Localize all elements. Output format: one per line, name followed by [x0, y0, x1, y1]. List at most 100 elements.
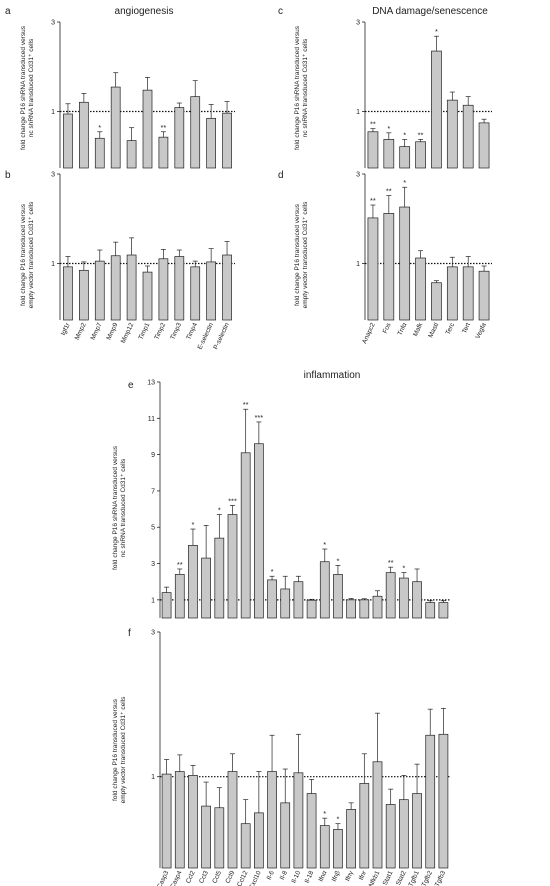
ylabel-c-line2: nc shRNA transduced Cd31⁺ cells [302, 38, 309, 137]
y-tick-label-e-4: 9 [151, 452, 155, 459]
significance-c-2: * [403, 130, 406, 139]
y-tick-label-d-0: 1 [356, 261, 360, 268]
y-tick-label-e-5: 11 [148, 416, 155, 423]
bar-a-6 [158, 136, 169, 169]
bar-b-0 [63, 266, 73, 321]
y-tick-label-e-2: 5 [151, 525, 155, 532]
ylabel-a-line1: fold change P16 shRNA transduced versus [20, 25, 27, 150]
bar-e-13 [333, 574, 343, 619]
significance-e-13: * [336, 556, 339, 565]
bar-a-9 [206, 117, 216, 169]
bar-f-6 [240, 823, 251, 869]
category-label-f-4: Ccl5 [211, 870, 223, 885]
bar-a-4 [126, 140, 137, 169]
category-label-f-18: Stat2 [395, 870, 408, 886]
significance-e-1: ** [177, 560, 183, 569]
category-label-d-5: Terc [445, 321, 457, 336]
significance-c-3: ** [418, 130, 424, 139]
bar-b-1 [79, 269, 89, 321]
significance-e-8: * [271, 567, 274, 576]
category-label-f-17: Stat1 [382, 870, 395, 886]
y-tick-label-e-3: 7 [151, 488, 155, 495]
title-inflammation: inflammation [304, 370, 361, 381]
panel-letter-c: c [278, 6, 283, 17]
significance-c-0: ** [370, 120, 376, 129]
y-tick-label-b-1: 3 [51, 172, 55, 179]
bar-c-1 [383, 139, 395, 169]
significance-c-4: * [435, 27, 438, 36]
bar-d-4 [431, 282, 442, 321]
panel-letter-f: f [128, 628, 131, 639]
ylabel-c-line1: fold change P16 shRNA transduced versus [294, 25, 301, 150]
bar-e-6 [240, 452, 251, 619]
bar-f-17 [385, 804, 396, 869]
significance-e-5: *** [228, 496, 237, 505]
bar-c-7 [478, 122, 490, 169]
bar-e-10 [293, 581, 304, 619]
bar-d-3 [415, 257, 426, 321]
category-label-d-1: Fos [382, 321, 393, 334]
bar-f-3 [201, 805, 211, 869]
category-label-b-3: Mmp9 [106, 322, 120, 342]
bar-d-5 [446, 266, 458, 321]
bar-c-4 [431, 50, 442, 169]
bar-f-14 [346, 809, 356, 869]
bar-a-1 [79, 101, 89, 169]
category-label-b-4: Mmp12 [120, 322, 136, 345]
category-label-f-8: Il-6 [266, 870, 276, 881]
bar-f-12 [319, 825, 330, 869]
title-angiogenesis: angiogenesis [115, 6, 174, 17]
category-label-d-2: Tnfα [397, 322, 409, 337]
bar-d-7 [478, 270, 490, 321]
category-label-f-5: Ccl9 [224, 870, 236, 885]
bar-e-0 [161, 592, 172, 619]
category-label-f-3: Ccl3 [198, 870, 210, 885]
ylabel-d-line2: empty vector transduced Cd31⁺ cells [302, 201, 309, 309]
chart-d: 1 3 ** Anapc2 ** Fos * Tnfα Mafk Mastl Terc Tert Veg… [356, 172, 492, 345]
bar-b-4 [126, 254, 137, 321]
category-label-d-4: Mastl [427, 321, 440, 339]
bar-c-5 [446, 99, 458, 169]
bar-d-2 [399, 206, 411, 321]
panel-letter-b: b [5, 170, 11, 181]
category-label-d-0: Anapc2 [361, 322, 377, 345]
significance-e-4: * [218, 506, 221, 515]
category-label-f-1: Casp4 [169, 870, 183, 886]
bar-e-16 [372, 595, 383, 619]
y-tick-label-a-0: 1 [51, 109, 55, 116]
bar-f-21 [438, 733, 449, 869]
bar-f-10 [293, 772, 304, 869]
bar-e-2 [188, 545, 198, 619]
category-label-b-5: Timp1 [137, 322, 151, 341]
category-label-f-0: Casp3 [156, 870, 170, 886]
category-label-b-8: Timp4 [185, 322, 199, 341]
significance-e-6: ** [243, 400, 249, 409]
bar-b-3 [110, 255, 121, 321]
y-tick-label-f-1: 3 [151, 630, 155, 637]
category-label-f-12: Ifnα [318, 870, 329, 883]
bar-e-18 [399, 577, 409, 619]
bar-f-8 [267, 771, 277, 869]
bar-f-4 [214, 807, 225, 869]
significance-e-7: *** [254, 413, 263, 422]
bar-b-2 [94, 260, 105, 321]
bar-b-9 [206, 261, 216, 321]
bar-f-16 [372, 761, 383, 869]
bar-e-19 [412, 581, 422, 619]
category-label-f-6: Ccl12 [236, 870, 250, 886]
significance-d-2: * [403, 178, 406, 187]
chart-b: 1 3 Igf1r Mmp2 Mmp7 Mmp9 Mmp12 Timp1 Timp2 Timp3 T… [51, 172, 235, 351]
category-label-f-7: Cxcl10 [248, 870, 263, 886]
bar-f-5 [227, 771, 238, 869]
bar-a-8 [190, 96, 201, 169]
bar-b-7 [174, 256, 185, 321]
bar-e-14 [346, 599, 356, 619]
significance-d-0: ** [370, 196, 376, 205]
bar-f-15 [359, 783, 370, 869]
bar-e-7 [254, 443, 264, 619]
category-label-b-6: Timp2 [153, 322, 167, 341]
bar-c-0 [367, 131, 379, 169]
panel-letter-a: a [5, 6, 11, 17]
bar-e-4 [214, 537, 225, 619]
